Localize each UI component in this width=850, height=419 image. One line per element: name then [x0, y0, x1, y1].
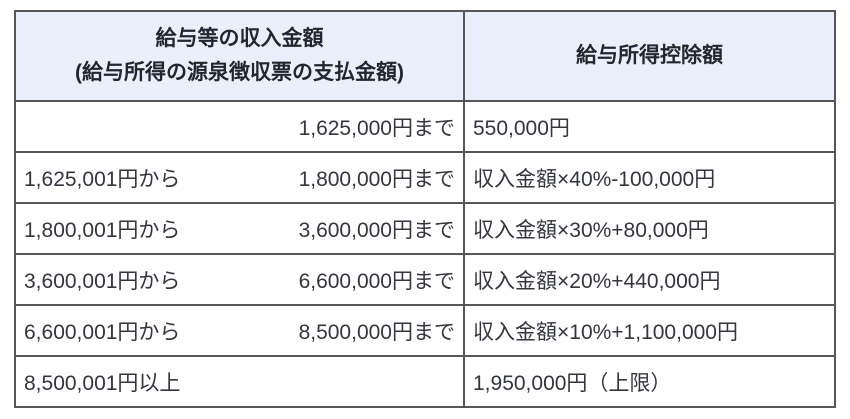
deduction-cell: 1,950,000円（上限）	[463, 355, 836, 408]
header-income-column: 給与等の収入金額 (給与所得の源泉徴収票の支払金額)	[14, 10, 465, 102]
income-from: 3,600,001円から	[24, 269, 181, 293]
header-income-line2: (給与所得の源泉徴収票の支払金額)	[75, 61, 404, 84]
income-range-cell: 1,625,001円から 1,800,000円まで	[14, 151, 465, 204]
deduction-cell: 収入金額×40%-100,000円	[463, 151, 836, 204]
deduction-cell: 収入金額×10%+1,100,000円	[463, 304, 836, 357]
income-range-cell: 8,500,001円以上	[14, 355, 465, 408]
income-to: 1,800,000円まで	[298, 167, 455, 191]
income-from: 8,500,001円以上	[24, 371, 181, 395]
table-container: 給与等の収入金額 (給与所得の源泉徴収票の支払金額) 給与所得控除額 1,625…	[14, 10, 836, 408]
income-range-cell: 3,600,001円から 6,600,000円まで	[14, 253, 465, 306]
salary-deduction-table: 給与等の収入金額 (給与所得の源泉徴収票の支払金額) 給与所得控除額 1,625…	[14, 10, 836, 408]
income-to: 1,625,000円まで	[298, 116, 455, 140]
income-from: 1,800,001円から	[24, 218, 181, 242]
income-to: 8,500,000円まで	[298, 320, 455, 344]
income-range-cell: 1,800,001円から 3,600,000円まで	[14, 202, 465, 255]
header-deduction-column: 給与所得控除額	[463, 10, 836, 102]
income-from: 1,625,001円から	[24, 167, 181, 191]
income-range-cell: 6,600,001円から 8,500,000円まで	[14, 304, 465, 357]
table-row: 3,600,001円から 6,600,000円まで 収入金額×20%+440,0…	[14, 253, 836, 306]
header-income-line1: 給与等の収入金額	[155, 26, 324, 50]
table-row: 6,600,001円から 8,500,000円まで 収入金額×10%+1,100…	[14, 304, 836, 357]
table-row: 1,625,000円まで 550,000円	[14, 100, 836, 153]
income-from: 6,600,001円から	[24, 320, 181, 344]
deduction-cell: 収入金額×20%+440,000円	[463, 253, 836, 306]
table-row: 1,800,001円から 3,600,000円まで 収入金額×30%+80,00…	[14, 202, 836, 255]
income-to: 3,600,000円まで	[298, 218, 455, 242]
table-row: 1,625,001円から 1,800,000円まで 収入金額×40%-100,0…	[14, 151, 836, 204]
header-row: 給与等の収入金額 (給与所得の源泉徴収票の支払金額) 給与所得控除額	[14, 10, 836, 102]
income-to: 6,600,000円まで	[298, 269, 455, 293]
income-range-cell: 1,625,000円まで	[14, 100, 465, 153]
deduction-cell: 収入金額×30%+80,000円	[463, 202, 836, 255]
deduction-cell: 550,000円	[463, 100, 836, 153]
table-row: 8,500,001円以上 1,950,000円（上限）	[14, 355, 836, 408]
